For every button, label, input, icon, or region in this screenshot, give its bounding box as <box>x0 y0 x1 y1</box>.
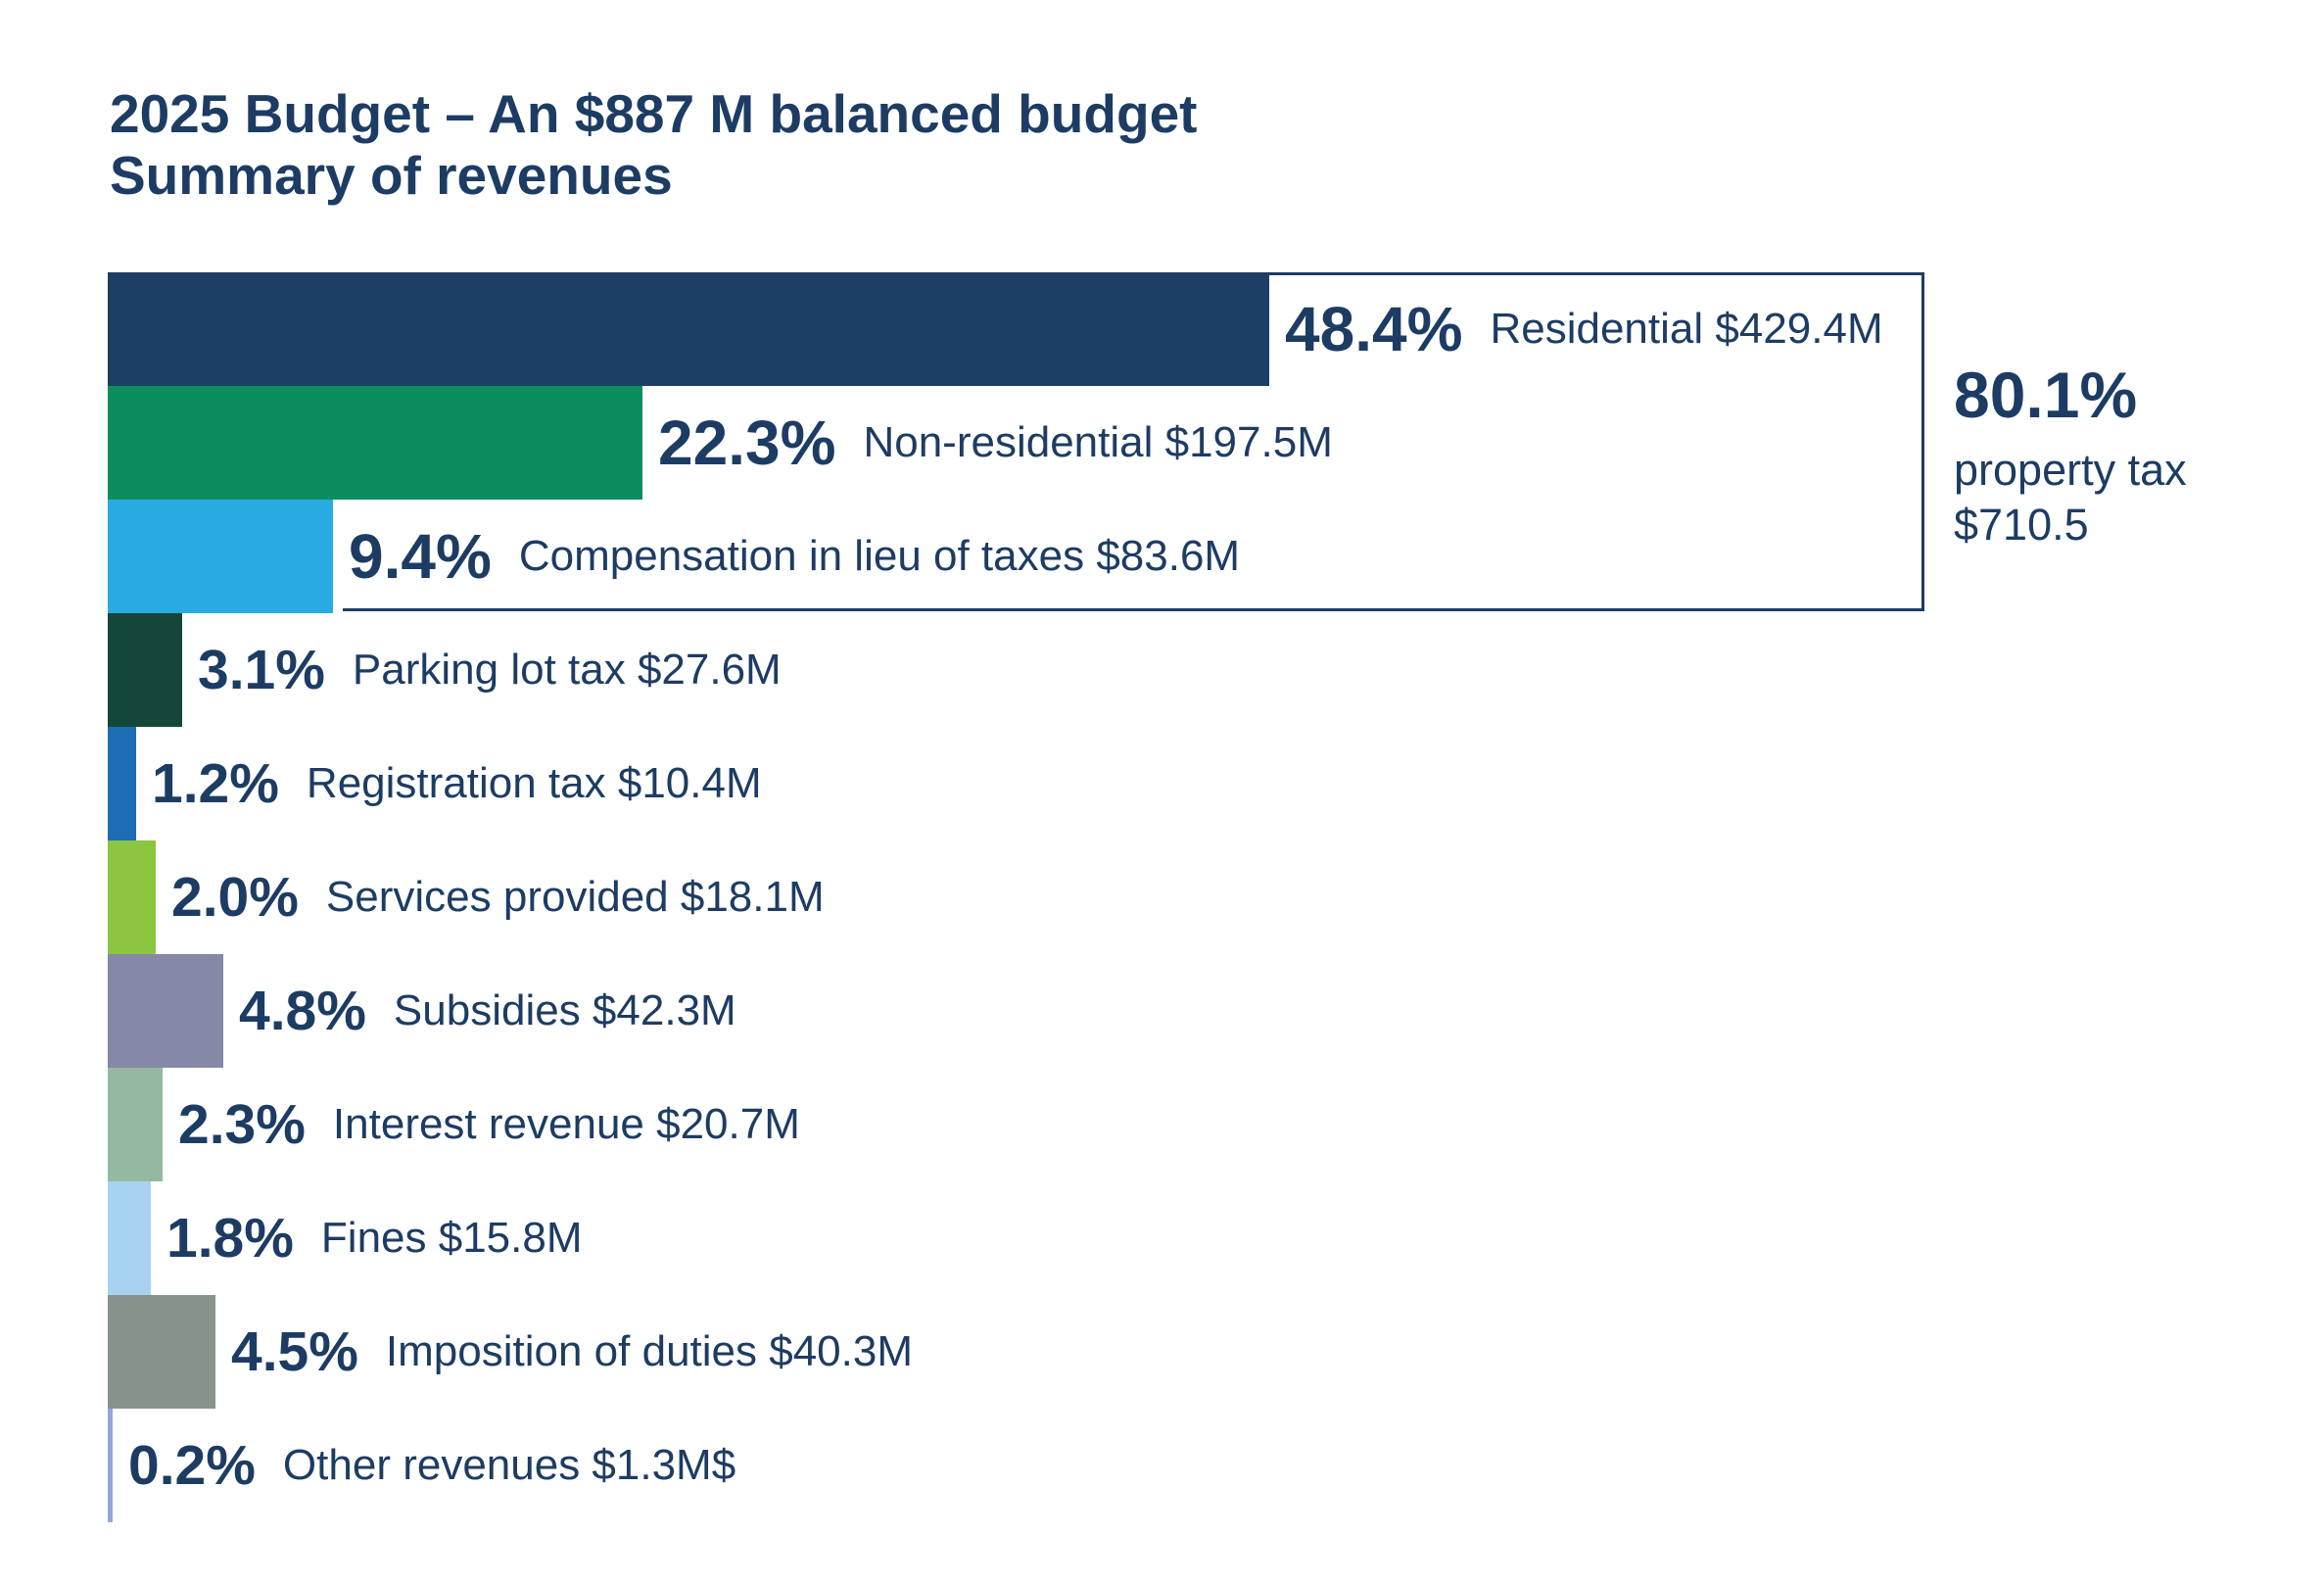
bar-segment <box>108 500 333 613</box>
bar-row-10: 4.5% Imposition of duties $40.3M <box>108 1295 913 1409</box>
category-label: Fines $15.8M <box>320 1214 583 1262</box>
property-tax-label: property tax <box>1954 445 2187 495</box>
category-label: Compensation in lieu of taxes $83.6M <box>518 532 1241 580</box>
category-label: Registration tax $10.4M <box>306 759 762 807</box>
property-tax-amount: $710.5 <box>1954 500 2089 550</box>
bar-segment <box>108 1409 113 1522</box>
bar-row-11: 0.2% Other revenues $1.3M$ <box>108 1409 735 1522</box>
bar-segment <box>108 613 182 727</box>
bar-chart-area: 48.4% Residential $429.4M 22.3% Non-residen… <box>108 272 2324 1522</box>
bar-row-1: 48.4% Residential $429.4M <box>108 272 1883 386</box>
category-label: Non-residential $197.5M <box>863 418 1333 466</box>
percent-label: 1.8% <box>166 1207 294 1270</box>
page-title-line1: 2025 Budget – An $887 M balanced budget <box>110 82 1198 144</box>
percent-label: 48.4% <box>1285 294 1463 364</box>
bar-row-5: 1.2% Registration tax $10.4M <box>108 727 762 840</box>
bar-row-2: 22.3% Non-residential $197.5M <box>108 386 1333 500</box>
percent-label: 4.5% <box>231 1320 358 1383</box>
bar-segment <box>108 954 223 1068</box>
category-label: Other revenues $1.3M$ <box>282 1441 736 1489</box>
bar-segment <box>108 727 136 840</box>
category-label: Residential $429.4M <box>1490 305 1883 353</box>
percent-label: 22.3% <box>658 408 836 478</box>
percent-label: 9.4% <box>349 521 492 592</box>
bar-segment <box>108 1068 163 1181</box>
bar-segment <box>108 1295 215 1409</box>
category-label: Interest revenue $20.7M <box>332 1100 800 1148</box>
percent-label: 1.2% <box>152 752 279 815</box>
page-title-line2: Summary of revenues <box>110 144 673 206</box>
bar-row-3: 9.4% Compensation in lieu of taxes $83.6M <box>108 500 1240 613</box>
page-title: 2025 Budget – An $887 M balanced budget … <box>110 83 1197 207</box>
category-label: Subsidies $42.3M <box>393 986 736 1034</box>
percent-label: 2.0% <box>171 866 299 929</box>
bar-row-9: 1.8% Fines $15.8M <box>108 1181 583 1295</box>
bar-segment <box>108 840 156 954</box>
bar-row-8: 2.3% Interest revenue $20.7M <box>108 1068 800 1181</box>
category-label: Services provided $18.1M <box>325 873 825 921</box>
percent-label: 3.1% <box>198 639 325 701</box>
bar-segment <box>108 1181 151 1295</box>
percent-label: 0.2% <box>128 1434 256 1497</box>
category-label: Parking lot tax $27.6M <box>352 646 782 694</box>
bar-segment <box>108 272 1269 386</box>
bar-row-7: 4.8% Subsidies $42.3M <box>108 954 736 1068</box>
percent-label: 4.8% <box>239 980 366 1042</box>
bar-row-4: 3.1% Parking lot tax $27.6M <box>108 613 782 727</box>
percent-label: 2.3% <box>178 1093 306 1156</box>
property-tax-annotation: 80.1% property tax $710.5 <box>1954 359 2187 552</box>
property-tax-percent: 80.1% <box>1954 359 2138 431</box>
category-label: Imposition of duties $40.3M <box>385 1327 913 1375</box>
bar-row-6: 2.0% Services provided $18.1M <box>108 840 825 954</box>
bar-segment <box>108 386 642 500</box>
